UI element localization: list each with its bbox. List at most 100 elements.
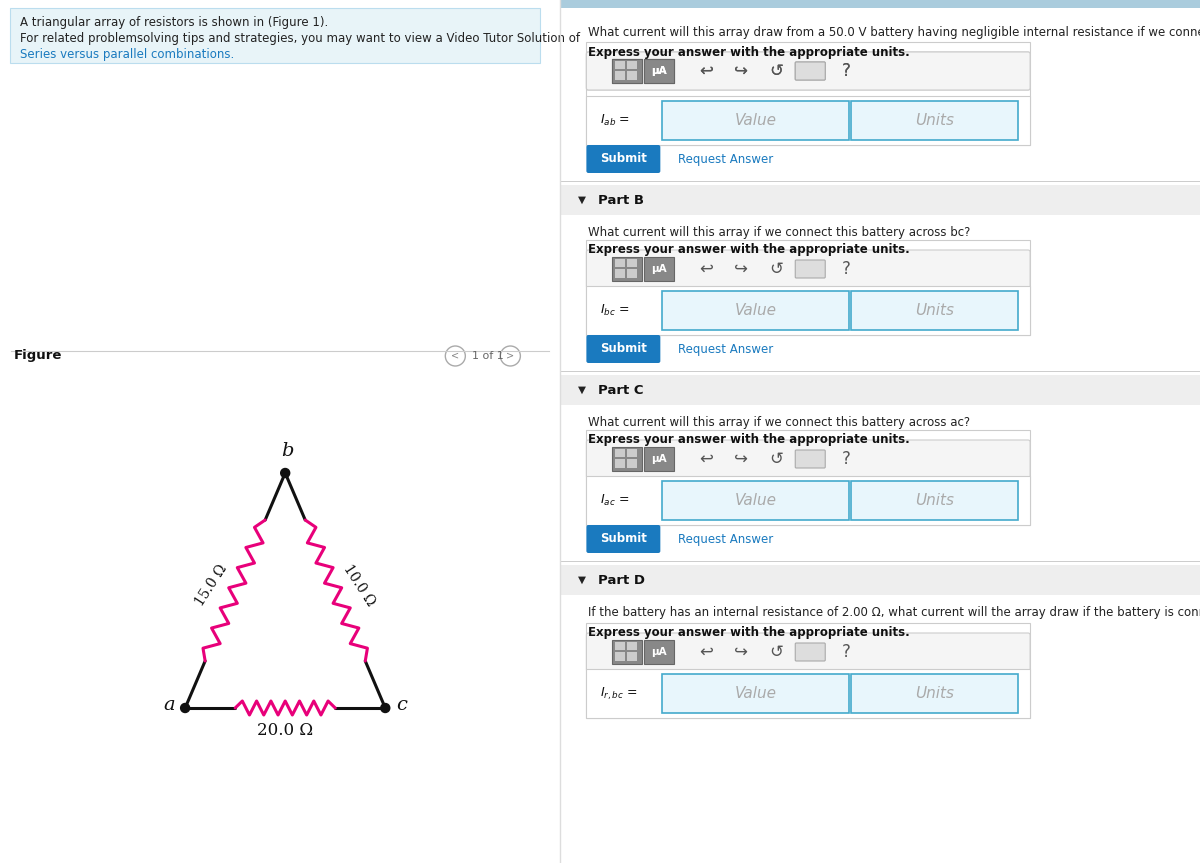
FancyBboxPatch shape (628, 459, 637, 468)
FancyBboxPatch shape (851, 101, 1018, 140)
Text: μA: μA (652, 66, 667, 76)
FancyBboxPatch shape (851, 291, 1018, 330)
Text: ↩: ↩ (700, 643, 713, 661)
FancyBboxPatch shape (587, 52, 1030, 90)
FancyBboxPatch shape (616, 61, 625, 69)
Text: Units: Units (916, 493, 954, 508)
Text: For related problemsolving tips and strategies, you may want to view a Video Tut: For related problemsolving tips and stra… (20, 32, 580, 45)
FancyBboxPatch shape (662, 101, 850, 140)
Text: What current will this array if we connect this battery across ​bc?: What current will this array if we conne… (588, 226, 971, 239)
FancyBboxPatch shape (587, 52, 1030, 90)
FancyBboxPatch shape (587, 335, 660, 363)
Text: ↪: ↪ (734, 643, 749, 661)
FancyBboxPatch shape (616, 449, 625, 457)
Text: Submit: Submit (600, 532, 647, 545)
FancyBboxPatch shape (628, 71, 637, 80)
Text: ↪: ↪ (734, 62, 749, 80)
Text: ?: ? (841, 62, 851, 80)
FancyBboxPatch shape (560, 185, 1200, 215)
Text: Figure: Figure (14, 350, 62, 362)
Text: Value: Value (734, 303, 776, 318)
FancyBboxPatch shape (587, 240, 1030, 335)
Circle shape (281, 469, 289, 477)
Text: Request Answer: Request Answer (678, 343, 774, 356)
Text: ?: ? (841, 450, 851, 468)
Text: If the battery has an internal resistance of 2.00 Ω, what current will the array: If the battery has an internal resistanc… (588, 606, 1200, 619)
FancyBboxPatch shape (796, 450, 826, 468)
FancyBboxPatch shape (628, 61, 637, 69)
Text: ↪: ↪ (734, 260, 749, 278)
Text: ↩: ↩ (700, 62, 713, 80)
FancyBboxPatch shape (644, 59, 674, 83)
Text: ↺: ↺ (769, 450, 784, 468)
FancyBboxPatch shape (628, 61, 637, 69)
FancyBboxPatch shape (612, 59, 642, 83)
FancyBboxPatch shape (851, 481, 1018, 520)
Text: ↩: ↩ (700, 260, 713, 278)
Text: $I_{ab}$ =: $I_{ab}$ = (600, 113, 630, 128)
Text: Express your answer with the appropriate units.: Express your answer with the appropriate… (588, 46, 910, 59)
FancyBboxPatch shape (796, 643, 826, 661)
FancyBboxPatch shape (644, 59, 674, 83)
FancyBboxPatch shape (616, 71, 625, 80)
FancyBboxPatch shape (616, 71, 625, 80)
Text: <: < (451, 351, 460, 361)
FancyBboxPatch shape (616, 259, 625, 267)
Text: Express your answer with the appropriate units.: Express your answer with the appropriate… (588, 626, 910, 639)
FancyBboxPatch shape (587, 96, 1030, 145)
FancyBboxPatch shape (628, 259, 637, 267)
Text: 1 of 1: 1 of 1 (473, 351, 504, 361)
Text: Units: Units (916, 113, 954, 128)
Text: μA: μA (652, 66, 667, 76)
FancyBboxPatch shape (587, 633, 1030, 671)
FancyBboxPatch shape (628, 71, 637, 80)
Text: Series versus parallel combinations.: Series versus parallel combinations. (20, 48, 234, 61)
FancyBboxPatch shape (628, 652, 637, 661)
Text: Value: Value (734, 493, 776, 508)
Text: 20.0 Ω: 20.0 Ω (257, 721, 313, 739)
FancyBboxPatch shape (612, 640, 642, 664)
FancyBboxPatch shape (644, 640, 674, 664)
Text: Value: Value (734, 113, 776, 128)
FancyBboxPatch shape (616, 459, 625, 468)
FancyBboxPatch shape (587, 42, 1030, 145)
FancyBboxPatch shape (616, 61, 625, 69)
Text: $I_{r,bc}$ =: $I_{r,bc}$ = (600, 685, 638, 702)
FancyBboxPatch shape (796, 62, 826, 80)
FancyBboxPatch shape (616, 269, 625, 278)
FancyBboxPatch shape (612, 257, 642, 281)
Text: ↺: ↺ (769, 62, 784, 80)
Text: 10.0 Ω: 10.0 Ω (341, 562, 378, 608)
Text: >: > (506, 351, 515, 361)
FancyBboxPatch shape (662, 674, 850, 713)
FancyBboxPatch shape (851, 674, 1018, 713)
Text: Part B: Part B (599, 193, 644, 206)
Text: Value: Value (734, 686, 776, 701)
Text: ↩: ↩ (700, 450, 713, 468)
Text: Units: Units (916, 303, 954, 318)
Text: ▼: ▼ (578, 195, 587, 205)
Text: $I_{ac}$ =: $I_{ac}$ = (600, 493, 630, 508)
Text: $I_{bc}$ =: $I_{bc}$ = (600, 303, 630, 318)
FancyBboxPatch shape (644, 257, 674, 281)
Text: ↺: ↺ (769, 643, 784, 661)
Text: Request Answer: Request Answer (678, 153, 774, 166)
FancyBboxPatch shape (616, 652, 625, 661)
FancyBboxPatch shape (796, 260, 826, 278)
FancyBboxPatch shape (587, 623, 1030, 718)
FancyBboxPatch shape (587, 440, 1030, 478)
Text: Part C: Part C (599, 383, 644, 396)
FancyBboxPatch shape (616, 642, 625, 650)
FancyBboxPatch shape (644, 447, 674, 471)
Text: What current will this array draw from a 50.0 V battery having negligible intern: What current will this array draw from a… (588, 26, 1200, 39)
Text: μA: μA (652, 454, 667, 464)
Text: Units: Units (916, 686, 954, 701)
FancyBboxPatch shape (612, 447, 642, 471)
FancyBboxPatch shape (587, 669, 1030, 718)
FancyBboxPatch shape (628, 642, 637, 650)
Text: ▼: ▼ (578, 575, 587, 585)
FancyBboxPatch shape (587, 286, 1030, 335)
Text: Submit: Submit (600, 343, 647, 356)
Text: ▼: ▼ (578, 385, 587, 395)
Text: ?: ? (841, 62, 851, 80)
